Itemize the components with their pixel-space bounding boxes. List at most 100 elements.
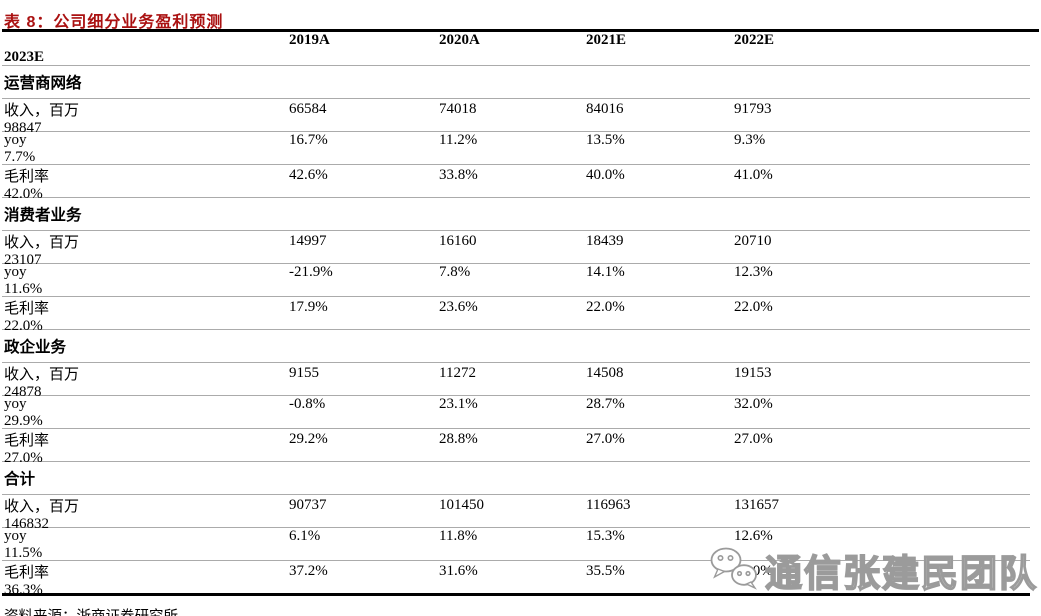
cell-value: 146832 bbox=[4, 516, 49, 532]
section-header-row: 运营商网络 bbox=[2, 66, 1030, 99]
cell-value: 7.7% bbox=[4, 149, 36, 165]
cell-value: 27.0% bbox=[734, 431, 773, 447]
cell-value: 22.0% bbox=[734, 299, 773, 315]
cell-value: 98847 bbox=[4, 120, 42, 136]
col-header-2023e: 2023E bbox=[4, 49, 45, 65]
section-name-government-enterprise: 政企业务 bbox=[4, 339, 67, 356]
cell-value: 11.5% bbox=[4, 545, 43, 561]
cell-value: 40.0% bbox=[586, 167, 625, 183]
cell-value: 101450 bbox=[439, 497, 484, 513]
table-row: yoy -0.8% 23.1% 28.7% 32.0% 29.9% bbox=[2, 396, 1030, 429]
cell-value: 29.9% bbox=[4, 413, 43, 429]
section-header-row: 合计 bbox=[2, 462, 1030, 495]
cell-value: 116963 bbox=[586, 497, 631, 513]
cell-value: 22.0% bbox=[586, 299, 625, 315]
cell-value: -21.9% bbox=[289, 264, 333, 280]
cell-value: 12.6% bbox=[734, 528, 773, 544]
cell-value: 91793 bbox=[734, 101, 772, 117]
col-header-2019a: 2019A bbox=[289, 32, 330, 48]
section-name-operator-network: 运营商网络 bbox=[4, 75, 82, 92]
cell-value: 15.3% bbox=[586, 528, 625, 544]
col-header-2021e: 2021E bbox=[586, 32, 627, 48]
cell-value: 18439 bbox=[586, 233, 624, 249]
cell-value: 14997 bbox=[289, 233, 327, 249]
row-label: yoy bbox=[4, 264, 27, 280]
row-label: 收入，百万 bbox=[4, 499, 80, 515]
cell-value: 66584 bbox=[289, 101, 327, 117]
col-header-2022e: 2022E bbox=[734, 32, 775, 48]
cell-value: 9.3% bbox=[734, 132, 766, 148]
table-row: 收入，百万 66584 74018 84016 91793 98847 bbox=[2, 99, 1030, 136]
forecast-table: 2019A 2020A 2021E 2022E 2023E 运营商网络 收入，百… bbox=[2, 32, 1030, 598]
section-name-total: 合计 bbox=[4, 471, 36, 488]
cell-value: 27.0% bbox=[586, 431, 625, 447]
row-label: 毛利率 bbox=[4, 169, 50, 185]
cell-value: 131657 bbox=[734, 497, 779, 513]
table-row: 收入，百万 90737 101450 116963 131657 146832 bbox=[2, 495, 1030, 532]
cell-value: 7.8% bbox=[439, 264, 471, 280]
cell-value: 90737 bbox=[289, 497, 327, 513]
table-row: yoy 6.1% 11.8% 15.3% 12.6% 11.5% bbox=[2, 528, 1030, 561]
cell-value: 74018 bbox=[439, 101, 477, 117]
cell-value: 6.1% bbox=[289, 528, 321, 544]
cell-value: 32.0% bbox=[734, 396, 773, 412]
row-label: 收入，百万 bbox=[4, 367, 80, 383]
cell-value: 13.5% bbox=[586, 132, 625, 148]
cell-value: 37.2% bbox=[289, 563, 328, 579]
source-note: 资料来源：浙商证券研究所 bbox=[0, 596, 1041, 616]
cell-value: 11.2% bbox=[439, 132, 478, 148]
cell-value: 31.6% bbox=[439, 563, 478, 579]
cell-value: 16.7% bbox=[289, 132, 328, 148]
row-label: 毛利率 bbox=[4, 565, 50, 581]
table-row: 毛利率 17.9% 23.6% 22.0% 22.0% 22.0% bbox=[2, 297, 1030, 334]
cell-value: 84016 bbox=[586, 101, 624, 117]
cell-value: 17.9% bbox=[289, 299, 328, 315]
row-label: 毛利率 bbox=[4, 301, 50, 317]
cell-value: 27.0% bbox=[4, 450, 43, 466]
table-row: yoy 16.7% 11.2% 13.5% 9.3% 7.7% bbox=[2, 132, 1030, 165]
cell-value: 33.8% bbox=[439, 167, 478, 183]
cell-value: -0.8% bbox=[289, 396, 326, 412]
cell-value: 14.1% bbox=[586, 264, 625, 280]
cell-value: 11272 bbox=[439, 365, 476, 381]
row-label: 收入，百万 bbox=[4, 235, 80, 251]
cell-value: 23.6% bbox=[439, 299, 478, 315]
row-label: yoy bbox=[4, 396, 27, 412]
section-header-row: 政企业务 bbox=[2, 330, 1030, 363]
cell-value: 12.3% bbox=[734, 264, 773, 280]
cell-value: 41.0% bbox=[734, 167, 773, 183]
section-header-row: 消费者业务 bbox=[2, 198, 1030, 231]
cell-value: 29.2% bbox=[289, 431, 328, 447]
row-label: yoy bbox=[4, 528, 27, 544]
column-header-row: 2019A 2020A 2021E 2022E 2023E bbox=[2, 32, 1030, 66]
cell-value: 20710 bbox=[734, 233, 772, 249]
cell-value: 19153 bbox=[734, 365, 772, 381]
cell-value: 42.6% bbox=[289, 167, 328, 183]
cell-value: 36.3% bbox=[4, 582, 43, 598]
table-row: 收入，百万 9155 11272 14508 19153 24878 bbox=[2, 363, 1030, 400]
section-name-consumer: 消费者业务 bbox=[4, 207, 82, 224]
cell-value: 36.0% bbox=[734, 563, 773, 579]
table-row: 毛利率 42.6% 33.8% 40.0% 41.0% 42.0% bbox=[2, 165, 1030, 202]
cell-value: 14508 bbox=[586, 365, 624, 381]
col-header-2020a: 2020A bbox=[439, 32, 480, 48]
table-row: yoy -21.9% 7.8% 14.1% 12.3% 11.6% bbox=[2, 264, 1030, 297]
cell-value: 23.1% bbox=[439, 396, 478, 412]
row-label: yoy bbox=[4, 132, 27, 148]
table-row: 毛利率 29.2% 28.8% 27.0% 27.0% 27.0% bbox=[2, 429, 1030, 466]
cell-value: 16160 bbox=[439, 233, 477, 249]
cell-value: 35.5% bbox=[586, 563, 625, 579]
row-label: 毛利率 bbox=[4, 433, 50, 449]
cell-value: 28.7% bbox=[586, 396, 625, 412]
table-row: 收入，百万 14997 16160 18439 20710 23107 bbox=[2, 231, 1030, 268]
table-row: 毛利率 37.2% 31.6% 35.5% 36.0% 36.3% bbox=[2, 561, 1030, 598]
cell-value: 9155 bbox=[289, 365, 319, 381]
cell-value: 42.0% bbox=[4, 186, 43, 202]
cell-value: 24878 bbox=[4, 384, 42, 400]
table-title: 表 8：公司细分业务盈利预测 bbox=[2, 0, 1039, 32]
cell-value: 22.0% bbox=[4, 318, 43, 334]
cell-value: 11.8% bbox=[439, 528, 478, 544]
row-label: 收入，百万 bbox=[4, 103, 80, 119]
cell-value: 23107 bbox=[4, 252, 42, 268]
